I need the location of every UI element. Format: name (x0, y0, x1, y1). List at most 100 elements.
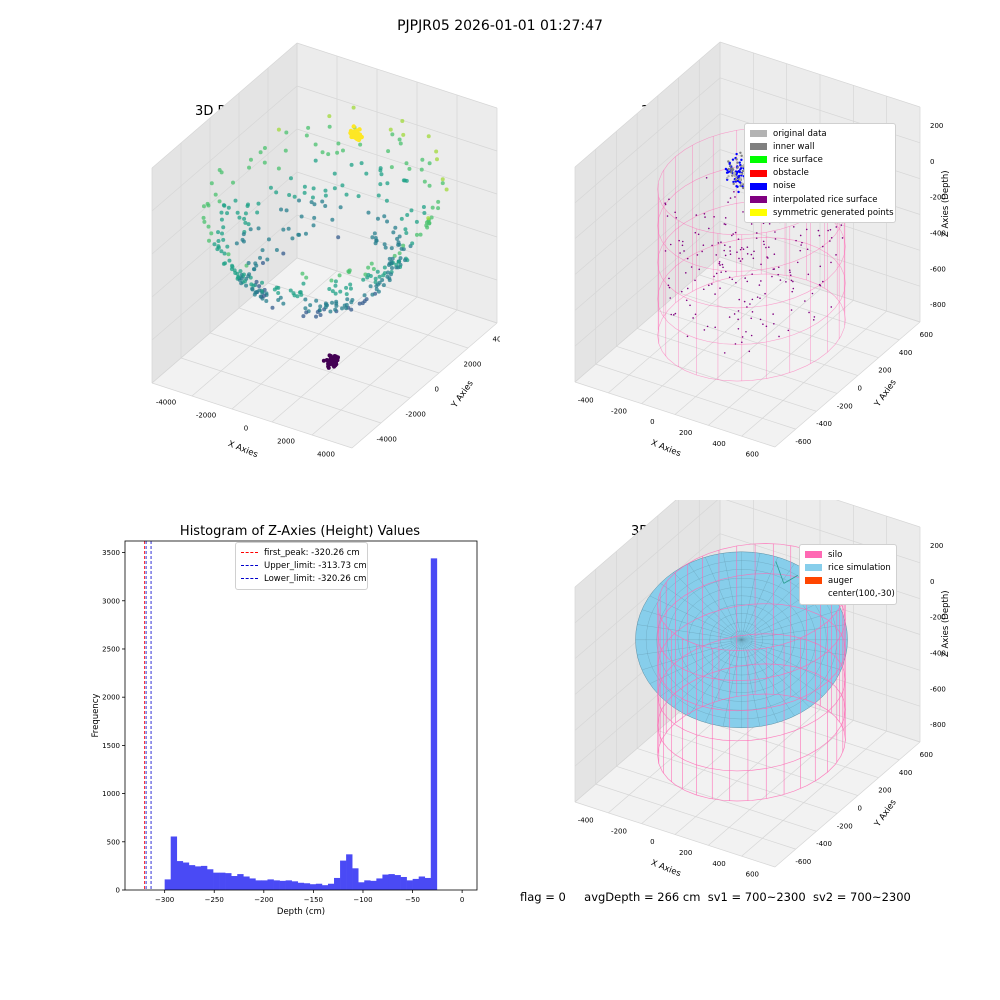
p1-gridline (351, 322, 498, 449)
legend-swatch (805, 590, 822, 598)
p2-gridline (674, 289, 821, 415)
p3-bar (382, 874, 389, 890)
p1-point (320, 199, 325, 204)
p1-point (315, 310, 320, 315)
p2-point (813, 316, 816, 318)
p2-point (669, 243, 672, 246)
p1-point (243, 211, 248, 216)
p2-point (708, 227, 710, 230)
p2-point (777, 273, 780, 276)
p3-xtick: 0 (460, 896, 464, 904)
p3-bar (170, 836, 178, 890)
p2-point (743, 300, 746, 303)
p1-point (436, 199, 441, 204)
p1-ytick: 0 (435, 386, 439, 394)
p2-point (737, 310, 740, 312)
legend-label: Upper_limit: -313.73 cm (264, 560, 367, 571)
p1-point (389, 266, 394, 271)
p1-point (376, 289, 381, 294)
p3-bar (418, 876, 426, 890)
p3-bar (358, 882, 365, 890)
p2-point (807, 273, 810, 276)
p2-point (737, 170, 741, 173)
legend-label: inner wall (773, 141, 815, 152)
p1-point (243, 220, 248, 225)
p2-point (751, 298, 754, 301)
p2-point (733, 313, 736, 315)
p2-xtick: 200 (679, 429, 692, 437)
p1-point (261, 293, 266, 298)
p1-floor-pane (152, 258, 497, 448)
p1-point (344, 192, 349, 197)
p2-point (822, 280, 824, 283)
p1-point (226, 252, 231, 257)
p3-ytick: 3500 (102, 549, 120, 557)
p1-point (274, 248, 279, 253)
p2-point (732, 182, 735, 186)
p1-point (323, 204, 328, 209)
p1-point (330, 300, 335, 305)
p2-point (668, 286, 671, 289)
p1-point (422, 179, 427, 184)
p1-point (240, 237, 245, 242)
p4-mesh-spoke (660, 639, 742, 697)
p2-gridline (574, 220, 721, 347)
p1-point (333, 279, 338, 284)
p4-ytick: -400 (816, 840, 832, 848)
p4-gridline (574, 500, 677, 588)
p2-point (706, 325, 709, 328)
p1-point (421, 204, 426, 209)
p1-point (401, 178, 406, 183)
p1-point (221, 225, 226, 230)
p3-bar (424, 877, 432, 890)
p4-ztick: 200 (930, 542, 943, 550)
p2-point (734, 231, 737, 234)
p1-point (209, 181, 214, 186)
p4-mesh-spoke (660, 583, 742, 640)
p3-bar (219, 872, 226, 890)
legend-swatch (750, 182, 767, 190)
p4-mesh-spoke (741, 639, 834, 684)
p2-point (702, 244, 705, 247)
p1-point (427, 161, 432, 166)
p3-bar (370, 880, 377, 890)
p1-point (399, 216, 404, 221)
p3-bars (164, 558, 438, 890)
p4-gridline (616, 765, 817, 832)
p1-point (321, 358, 326, 363)
p2-point (729, 164, 732, 167)
p4-ytick: -600 (795, 858, 811, 866)
p1-point (284, 208, 289, 213)
p1-point (209, 231, 214, 236)
p2-point (722, 266, 724, 269)
p2-point (740, 341, 743, 344)
p2-point (762, 240, 765, 243)
p4-zlabel: Z Axies (Depth) (941, 590, 951, 657)
p1-point (362, 293, 367, 298)
p2-point (750, 223, 753, 225)
p4-xtick: 200 (679, 849, 692, 857)
p1-gridline (296, 42, 498, 109)
p2-gridline (608, 267, 754, 394)
p2-point (788, 269, 791, 272)
p1-point (226, 205, 231, 210)
p2-point (701, 250, 703, 253)
p2-point (728, 276, 731, 279)
p4-mesh-spoke (741, 639, 761, 727)
p1-point (404, 161, 409, 166)
p3-bar (249, 878, 256, 890)
p1-gridline (296, 257, 498, 324)
p1-point (300, 271, 305, 276)
p1-point (270, 305, 275, 310)
p2-point (729, 250, 731, 252)
p3-bar (346, 854, 353, 890)
p1-point (311, 223, 316, 228)
p1-point (401, 132, 406, 137)
p1-point (400, 118, 405, 123)
p2-point (758, 284, 761, 286)
p1-point (348, 286, 353, 291)
panel3-histogram: −300 −250 −200 −150 −100 −50 0 0 500 1000 1500 2000… (91, 540, 478, 917)
p1-point (201, 204, 206, 209)
p2-ztick: -800 (930, 301, 946, 309)
p1-point (260, 261, 265, 266)
